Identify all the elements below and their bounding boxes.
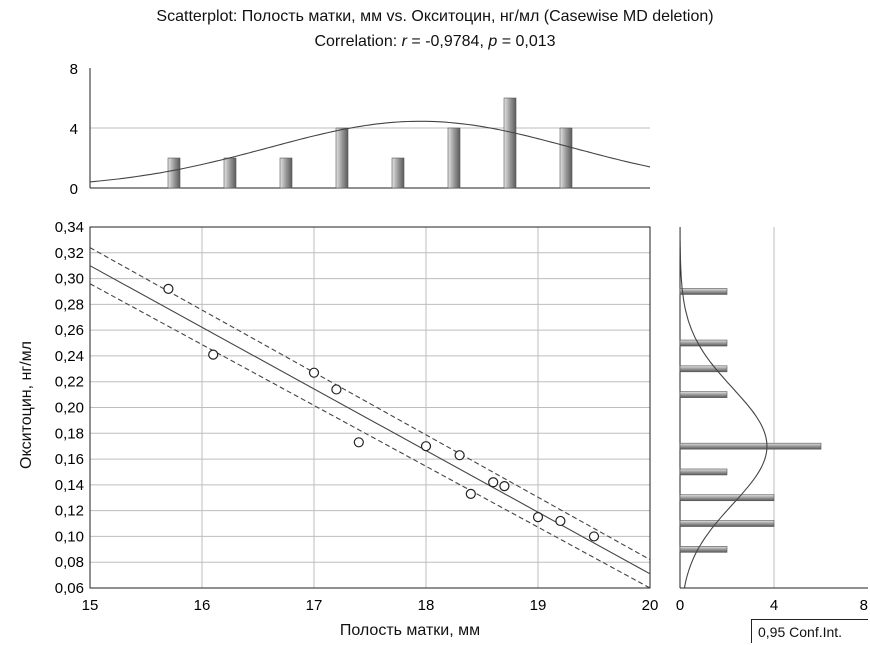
data-point xyxy=(555,515,566,527)
top-hist-bar xyxy=(223,157,237,189)
right-normal-curve xyxy=(679,227,768,589)
y-tick-label: 0,24 xyxy=(55,348,84,365)
data-point xyxy=(588,531,600,542)
y-tick-label: 0,26 xyxy=(55,322,84,339)
x-tick-label: 15 xyxy=(82,597,99,614)
right-hist-bar xyxy=(679,468,728,476)
right-hist-tick-label: 4 xyxy=(770,597,778,614)
right-hist-bar xyxy=(679,494,775,502)
main-scatterplot: 0,06 0,08 0,10 0,12 0,14 0,16 0,18 0,20 0,22 0,24… xyxy=(55,219,659,614)
top-hist-bar xyxy=(447,127,461,189)
subtitle-r-value: = -0,9784, xyxy=(406,33,489,50)
data-point xyxy=(499,481,510,492)
y-tick-label: 0,34 xyxy=(55,219,84,236)
x-tick-label: 18 xyxy=(418,597,435,614)
right-hist-tick-label: 8 xyxy=(860,597,868,614)
y-tick-label: 0,30 xyxy=(55,271,84,288)
confidence-lower-line xyxy=(89,283,651,589)
right-hist-bar xyxy=(679,339,728,347)
top-hist-bar xyxy=(279,157,293,189)
subtitle-prefix: Correlation: xyxy=(314,33,402,50)
right-histogram: 0 4 8 xyxy=(676,227,868,614)
y-tick-label: 0,10 xyxy=(55,528,84,545)
top-hist-tick-label: 8 xyxy=(70,61,78,78)
y-axis-label: Окситоцин, нг/мл xyxy=(18,341,35,469)
data-point xyxy=(331,384,342,395)
legend-conf-int: 0,95 Conf.Int. xyxy=(751,619,868,643)
x-tick-label: 19 xyxy=(530,597,547,614)
right-hist-bar xyxy=(679,288,728,295)
data-point xyxy=(308,367,320,378)
top-hist-tick-label: 0 xyxy=(70,181,78,198)
data-point xyxy=(465,488,476,499)
y-tick-label: 0,06 xyxy=(55,580,84,597)
data-point xyxy=(353,437,364,448)
y-tick-label: 0,08 xyxy=(55,554,84,571)
data-point xyxy=(420,441,432,452)
right-hist-bar xyxy=(679,546,728,553)
right-hist-bar xyxy=(679,442,822,450)
subtitle-p-value: = 0,013 xyxy=(497,33,556,50)
y-tick-label: 0,18 xyxy=(55,425,84,442)
data-point xyxy=(163,283,174,294)
y-tick-label: 0,28 xyxy=(55,296,84,313)
x-axis-label: Полость матки, мм xyxy=(339,622,481,639)
top-hist-tick-label: 4 xyxy=(70,121,78,138)
y-tick-label: 0,16 xyxy=(55,451,84,468)
top-hist-bar xyxy=(503,97,517,189)
top-histogram: 0 4 8 xyxy=(70,61,651,198)
right-hist-bar xyxy=(679,365,728,373)
confidence-upper-line xyxy=(89,247,651,561)
right-hist-tick-label: 0 xyxy=(676,597,684,614)
chart-title: Scatterplot: Полость матки, мм vs. Оксит… xyxy=(156,8,714,25)
right-hist-bar xyxy=(679,520,775,527)
x-tick-label: 20 xyxy=(642,597,659,614)
subtitle-p-symbol: p xyxy=(488,33,498,50)
data-point xyxy=(488,477,499,488)
y-tick-label: 0,12 xyxy=(55,503,84,520)
x-tick-label: 16 xyxy=(194,597,211,614)
y-tick-label: 0,14 xyxy=(55,477,84,494)
y-tick-label: 0,22 xyxy=(55,374,84,391)
chart-subtitle: Correlation: r = -0,9784, p = 0,013 xyxy=(0,33,870,51)
top-normal-curve xyxy=(89,120,651,183)
data-point xyxy=(532,511,544,523)
plot-frame xyxy=(89,226,651,589)
top-hist-bar xyxy=(391,157,405,189)
top-hist-bar xyxy=(167,157,181,189)
x-tick-label: 17 xyxy=(306,597,323,614)
subtitle-r-symbol: r xyxy=(401,33,407,50)
regression-line xyxy=(89,265,651,575)
data-point xyxy=(454,450,465,461)
y-tick-label: 0,20 xyxy=(55,400,84,417)
top-hist-bar xyxy=(335,127,349,189)
right-hist-bar xyxy=(679,391,728,398)
top-hist-bar xyxy=(559,127,573,189)
data-point xyxy=(208,349,219,360)
y-tick-label: 0,32 xyxy=(55,245,84,262)
